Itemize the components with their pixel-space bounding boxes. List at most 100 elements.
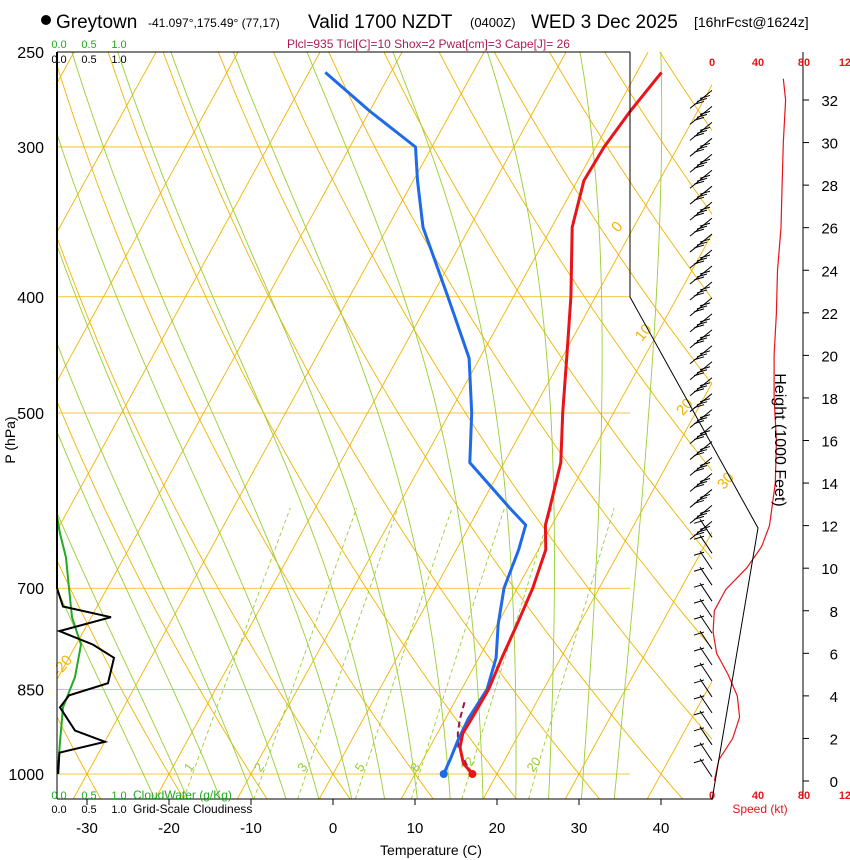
- moist-adiabat-line: [613, 52, 663, 799]
- pressure-tick-label: 500: [17, 406, 44, 423]
- wind-barb-feather: [696, 161, 708, 166]
- height-tick-label: 4: [830, 689, 838, 706]
- height-tick-label: 10: [821, 561, 838, 578]
- temperature-line: [458, 71, 663, 775]
- wind-barb-staff: [689, 520, 713, 540]
- mixing-ratio-label: 20: [523, 754, 544, 774]
- cloud-water-bottom-tick: 0.0: [51, 790, 66, 802]
- isotherm-label: 0: [608, 218, 626, 235]
- moist-adiabat-line: [57, 430, 221, 799]
- wind-barb-feather: [693, 551, 705, 556]
- cloud-water-bottom-tick: 0.5: [81, 790, 96, 802]
- isotherm-line: [400, 233, 712, 799]
- wind-barb-icon: [689, 425, 713, 444]
- wind-barb-feather: [699, 493, 711, 498]
- mixing-ratio-line: [354, 507, 453, 799]
- wind-barb-feather: [696, 512, 708, 517]
- wind-barb-feather: [699, 270, 711, 275]
- wind-barb-feather: [696, 225, 708, 230]
- moist-adiabat-line: [170, 52, 418, 799]
- wind-barb-feather: [699, 318, 711, 323]
- wind-barb-staff: [699, 758, 713, 778]
- wind-barb-feather: [696, 465, 708, 470]
- height-tick-label: 28: [821, 178, 838, 195]
- pressure-tick-label: 850: [17, 682, 44, 699]
- wind-barb-icon: [689, 361, 713, 381]
- wind-barb-feather: [696, 129, 708, 134]
- wind-barb-feather: [693, 212, 705, 217]
- wind-barb-staff: [689, 217, 713, 237]
- wind-barb-icon: [689, 217, 713, 237]
- height-tick-label: 30: [821, 136, 838, 153]
- height-axis-title: Height (1000 Feet): [771, 373, 788, 506]
- cloud-water-top-tick: 0.5: [81, 39, 96, 51]
- wind-barb-feather: [699, 126, 711, 131]
- isotherm-line: [318, 83, 712, 799]
- dry-adiabat-line: [57, 64, 434, 799]
- wind-barb-feather: [696, 353, 708, 358]
- wind-barb-feather: [696, 145, 708, 150]
- wind-barb-icon: [693, 535, 713, 554]
- height-tick-label: 20: [821, 348, 838, 365]
- cloud-water-legend: CloudWater (g/Kg): [133, 788, 232, 802]
- cloudiness-legend: Grid-Scale Cloudiness: [133, 802, 252, 816]
- height-tick-label: 8: [830, 604, 838, 621]
- wind-barb-feather: [696, 481, 708, 485]
- wind-barb-feather: [693, 743, 705, 748]
- wind-barb-icon: [693, 694, 713, 714]
- wind-barb-icon: [689, 489, 713, 508]
- wind-barb-staff: [689, 249, 713, 269]
- wind-barb-staff: [689, 345, 713, 365]
- valid-date: WED 3 Dec 2025: [531, 12, 678, 33]
- station-coords: -41.097°,175.49° (77,17): [148, 16, 280, 30]
- wind-barb-feather: [696, 241, 708, 246]
- utc-time: (0400Z): [470, 15, 516, 30]
- wind-barb-icon: [689, 345, 713, 365]
- speed-bottom-tick: 40: [752, 790, 764, 802]
- x-tick-label: -20: [158, 820, 180, 837]
- dry-adiabat-line: [57, 715, 102, 799]
- wind-barb-staff: [689, 473, 713, 492]
- moist-adiabat-line: [117, 52, 385, 799]
- wind-barb-icon: [689, 105, 713, 125]
- wind-barb-icon: [689, 457, 713, 476]
- wind-barb-icon: [693, 550, 713, 570]
- wind-barb-icon: [693, 566, 713, 586]
- cloudiness-top-tick: 1.0: [111, 54, 126, 66]
- height-tick-label: 16: [821, 434, 838, 451]
- wind-barb-feather: [693, 727, 705, 732]
- dry-adiabat-line: [328, 52, 712, 649]
- wind-barb-feather: [699, 525, 711, 530]
- height-tick-label: 0: [830, 774, 838, 791]
- wind-barb-feather: [699, 350, 711, 355]
- dry-adiabat-line: [604, 52, 712, 215]
- isotherm-label: 20: [673, 395, 697, 419]
- wind-barb-icon: [689, 153, 713, 173]
- wind-barb-feather: [696, 496, 708, 501]
- wind-barb-feather: [696, 193, 708, 198]
- wind-barb-icon: [689, 169, 713, 189]
- wind-barb-feather: [693, 679, 705, 684]
- height-tick-label: 14: [821, 476, 838, 493]
- dry-adiabat-line: [273, 52, 712, 740]
- wind-barb-icon: [689, 233, 713, 253]
- wind-barb-feather: [693, 531, 705, 536]
- dry-adiabat-line: [548, 52, 712, 300]
- wind-barb-feather: [696, 273, 708, 278]
- mixing-ratio-label: 8: [407, 760, 423, 775]
- pressure-tick-label: 700: [17, 581, 44, 598]
- dry-adiabat-line: [0, 31, 18, 800]
- wind-barb-icon: [693, 678, 713, 698]
- wind-barb-icon: [689, 297, 713, 317]
- wind-barb-icon: [693, 614, 713, 634]
- chart-axes: -30 -20 -10 0 10 20 30 402503004005007008501000…: [8, 39, 759, 837]
- cloud-water-top-tick: 1.0: [111, 39, 126, 51]
- wind-barb-feather: [693, 583, 705, 588]
- cloud-profiles: [56, 52, 116, 775]
- height-tick-label: 2: [830, 731, 838, 748]
- sounding-series: [324, 71, 663, 778]
- wind-barb-feather: [693, 515, 705, 520]
- wind-barb-staff: [699, 646, 713, 666]
